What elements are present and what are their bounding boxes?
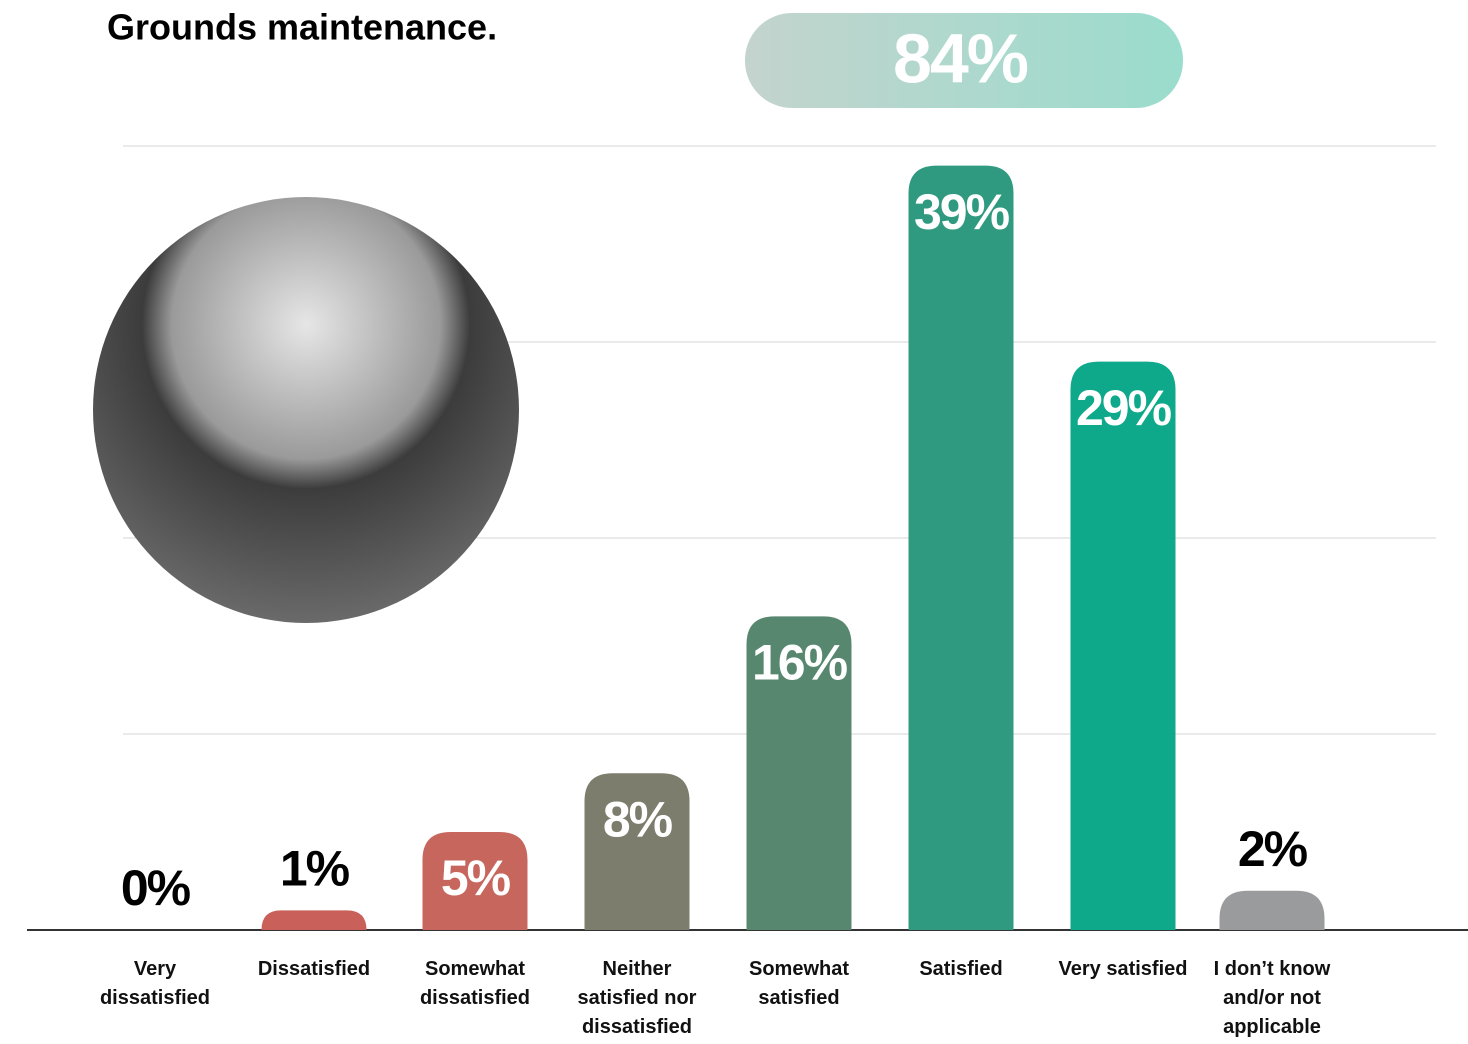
summary-label: 84% bbox=[893, 19, 1028, 97]
x-tick-label: Very satisfied bbox=[1058, 958, 1188, 980]
bar bbox=[1219, 890, 1325, 930]
summary-pill bbox=[745, 13, 1183, 108]
chart-title: Grounds maintenance. bbox=[107, 7, 497, 48]
bar bbox=[908, 165, 1014, 931]
value-label: 2% bbox=[1238, 821, 1308, 877]
x-tick-label: Somewhat dissatisfied bbox=[419, 958, 531, 1009]
value-label: 29% bbox=[1076, 380, 1172, 436]
value-label: 1% bbox=[280, 841, 350, 897]
x-tick-label: Very dissatisfied bbox=[99, 958, 211, 1009]
bar bbox=[261, 910, 367, 930]
value-label: 16% bbox=[752, 635, 848, 691]
value-label: 5% bbox=[441, 850, 511, 906]
x-tick-label: Dissatisfied bbox=[257, 958, 371, 980]
bar bbox=[422, 832, 528, 930]
x-tick-label: I don’t know and/or not applicable bbox=[1213, 958, 1331, 1038]
x-tick-label: Neither satisfied nor dissatisfied bbox=[577, 958, 697, 1038]
value-label: 8% bbox=[603, 791, 673, 847]
value-label: 0% bbox=[121, 860, 191, 916]
bar bbox=[1070, 361, 1176, 931]
x-tick-label: Satisfied bbox=[919, 958, 1003, 980]
value-label: 39% bbox=[914, 184, 1010, 240]
bar bbox=[584, 773, 690, 930]
photo bbox=[93, 197, 519, 623]
bar bbox=[746, 616, 852, 930]
x-tick-label: Somewhat satisfied bbox=[748, 958, 850, 1009]
